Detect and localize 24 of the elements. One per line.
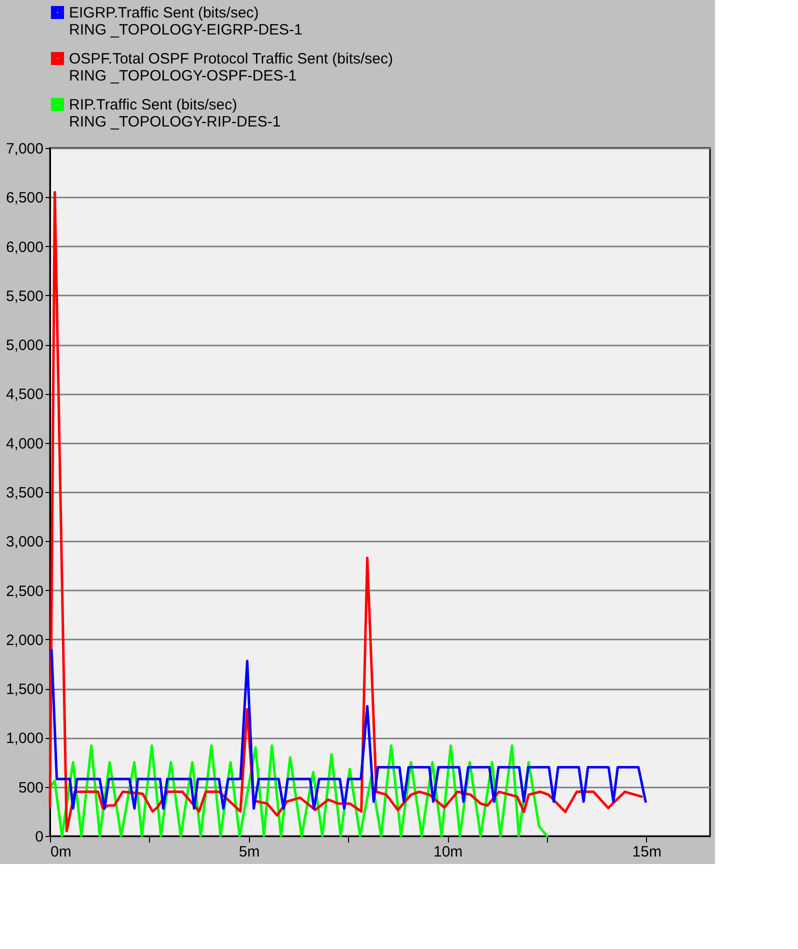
y-tick-label: 1,500 xyxy=(6,681,44,698)
y-tick-label: 3,500 xyxy=(6,484,44,502)
x-tick-label: 5m xyxy=(238,844,260,860)
y-tick-label: 500 xyxy=(18,779,44,796)
y-tick-label: 1,000 xyxy=(6,730,44,748)
line-series xyxy=(48,190,643,832)
y-tick-label: 0 xyxy=(35,828,44,846)
y-tick-label: 5,500 xyxy=(6,288,44,305)
x-tick-label: 10m xyxy=(433,844,463,860)
y-tick-label: 2,500 xyxy=(6,582,44,600)
legend-label: RIP.Traffic Sent (bits/sec) RING _TOPOLOGY-RIP-DES-1 xyxy=(69,96,281,130)
x-tick-label: 0m xyxy=(50,844,72,860)
y-tick-label: 6,000 xyxy=(6,238,44,256)
y-tick-label: 6,500 xyxy=(6,190,44,207)
y-tick-label: 3,000 xyxy=(6,534,44,551)
line-series xyxy=(50,648,647,810)
x-tick-label: 15m xyxy=(632,844,662,860)
y-tick-label: 7,000 xyxy=(6,140,44,158)
y-tick-label: 4,000 xyxy=(6,435,44,452)
legend-label: EIGRP.Traffic Sent (bits/sec) RING _TOPOLOGY-EIGRP-DES-1 xyxy=(69,4,302,38)
y-tick-label: 4,500 xyxy=(6,386,44,404)
y-tick-label: 2,000 xyxy=(6,632,44,649)
legend-label: OSPF.Total OSPF Protocol Traffic Sent (bits/sec) RING _TOPOLOGY-OSPF-DES-1 xyxy=(69,50,394,84)
y-tick-label: 5,000 xyxy=(6,337,44,354)
